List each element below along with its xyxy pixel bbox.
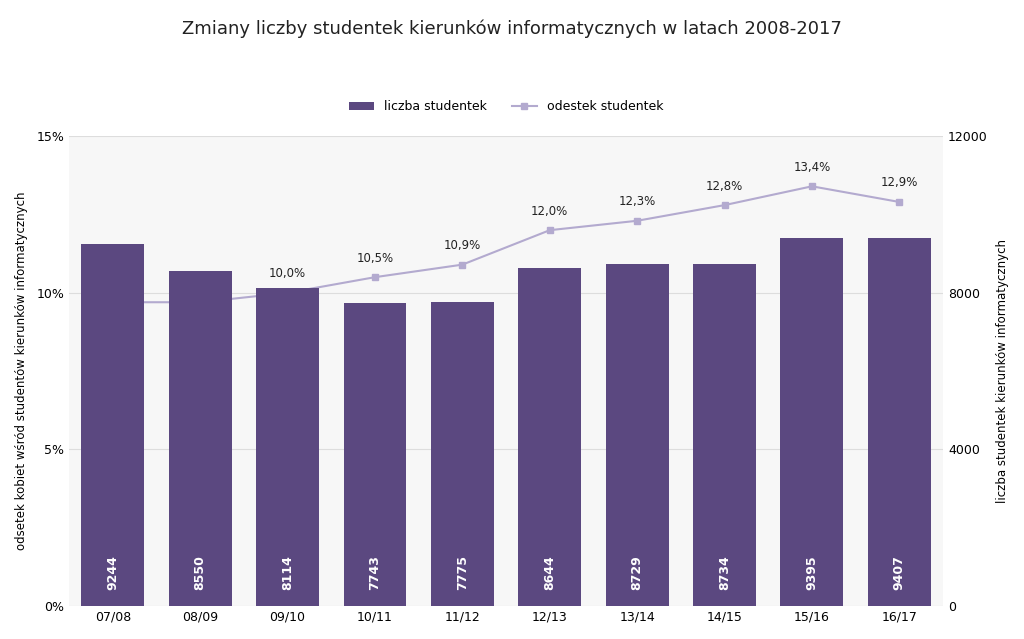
Text: 8550: 8550 bbox=[194, 555, 207, 590]
Text: 9,7%: 9,7% bbox=[185, 277, 215, 289]
Y-axis label: liczba studentek kierunków informatycznych: liczba studentek kierunków informatyczny… bbox=[996, 239, 1009, 503]
Bar bbox=[256, 288, 319, 606]
Legend: liczba studentek, odestek studentek: liczba studentek, odestek studentek bbox=[344, 95, 669, 118]
odestek studentek bbox=[369, 273, 381, 281]
Bar bbox=[868, 238, 931, 606]
Bar bbox=[343, 303, 407, 606]
Text: 13,4%: 13,4% bbox=[794, 161, 830, 174]
Y-axis label: odsetek kobiet wśród studentów kierunków informatycznych: odsetek kobiet wśród studentów kierunków… bbox=[15, 192, 28, 550]
Bar bbox=[780, 238, 844, 606]
Text: 12,0%: 12,0% bbox=[531, 204, 568, 218]
Text: 10,0%: 10,0% bbox=[269, 267, 306, 281]
Text: 9,7%: 9,7% bbox=[98, 277, 128, 289]
Text: 8734: 8734 bbox=[718, 556, 731, 590]
Text: 8729: 8729 bbox=[631, 556, 644, 590]
odestek studentek bbox=[631, 217, 643, 225]
Text: 7743: 7743 bbox=[369, 555, 382, 590]
Bar bbox=[81, 244, 144, 606]
odestek studentek bbox=[893, 198, 905, 206]
Line: odestek studentek: odestek studentek bbox=[110, 183, 903, 305]
Text: 7775: 7775 bbox=[456, 555, 469, 590]
odestek studentek bbox=[282, 289, 294, 296]
Text: 9244: 9244 bbox=[106, 555, 119, 590]
Text: 8644: 8644 bbox=[544, 556, 556, 590]
odestek studentek bbox=[106, 298, 119, 306]
Bar bbox=[693, 264, 756, 606]
odestek studentek bbox=[806, 183, 818, 190]
Text: 8114: 8114 bbox=[281, 555, 294, 590]
Text: 12,3%: 12,3% bbox=[618, 196, 655, 208]
Text: 10,9%: 10,9% bbox=[443, 239, 481, 252]
Text: 12,8%: 12,8% bbox=[706, 180, 743, 192]
Bar bbox=[169, 272, 231, 606]
odestek studentek bbox=[457, 261, 469, 268]
odestek studentek bbox=[544, 226, 556, 234]
Bar bbox=[518, 268, 582, 606]
Text: 12,9%: 12,9% bbox=[881, 176, 919, 189]
Text: Zmiany liczby studentek kierunków informatycznych w latach 2008-2017: Zmiany liczby studentek kierunków inform… bbox=[182, 19, 842, 38]
Bar bbox=[431, 302, 494, 606]
odestek studentek bbox=[194, 298, 206, 306]
odestek studentek bbox=[719, 201, 731, 209]
Text: 9395: 9395 bbox=[806, 556, 818, 590]
Text: 10,5%: 10,5% bbox=[356, 252, 393, 265]
Bar bbox=[606, 265, 669, 606]
Text: 9407: 9407 bbox=[893, 555, 906, 590]
